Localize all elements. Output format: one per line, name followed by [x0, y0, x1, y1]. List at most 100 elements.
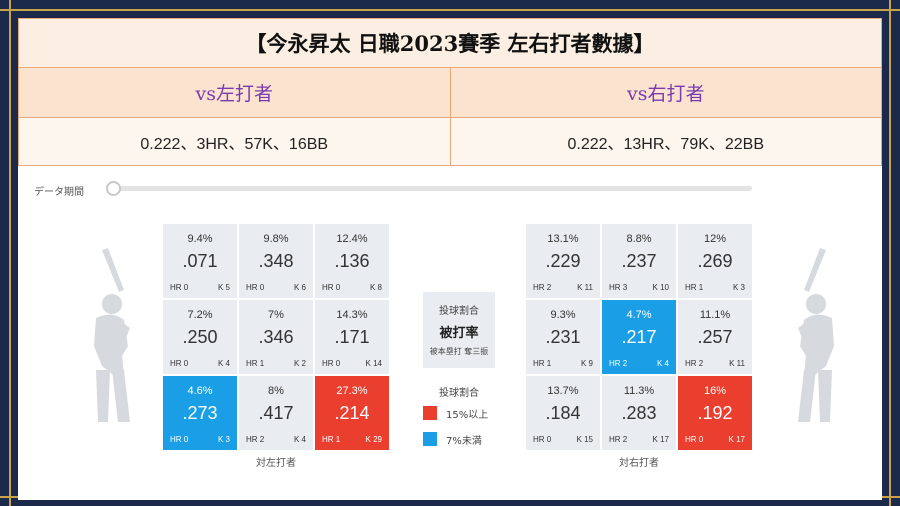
zone-hr: HR 2: [246, 435, 265, 444]
zone-avg: .346: [258, 327, 294, 347]
zone-hr: HR 0: [322, 359, 341, 368]
summary-vs-left: 0.222、3HR、57K、16BB: [18, 118, 451, 166]
legend-label: 投球割合: [439, 388, 479, 399]
zone-cell: 7% .346 HR 1 K 2: [239, 300, 313, 374]
right-batter-zone-grid: 13.1% .229 HR 2 K 11 8.8% .237 HR 3 K 10 12% .2…: [526, 224, 752, 450]
zone-hr: HR 0: [246, 283, 265, 292]
right-batter-silhouette-icon: [798, 248, 834, 422]
zone-cell: 9.8% .348 HR 0 K 6: [239, 224, 313, 298]
zone-avg: .229: [545, 251, 581, 271]
zone-pitch-pct: 9.3%: [550, 309, 576, 321]
zone-pitch-pct: 27.3%: [336, 385, 368, 397]
frame-line-right: [889, 0, 891, 506]
zone-hr: HR 0: [170, 359, 189, 368]
header-vs-left: vs左打者: [18, 68, 451, 118]
header-row: vs左打者 vs右打者: [18, 68, 882, 118]
zone-pitch-pct: 8.8%: [626, 233, 652, 245]
zone-cell: 16% .192 HR 0 K 17: [678, 376, 752, 450]
zone-hr: HR 3: [609, 283, 628, 292]
zone-avg: .192: [697, 403, 733, 423]
summary-vs-right: 0.222、13HR、79K、22BB: [450, 118, 882, 166]
frame-line-left: [9, 0, 11, 506]
zone-cell: 7.2% .250 HR 0 K 4: [163, 300, 237, 374]
zone-pitch-pct: 8%: [268, 385, 284, 397]
zone-cell: 27.3% .214 HR 1 K 29: [315, 376, 389, 450]
zone-avg: .269: [697, 251, 733, 271]
zone-pitch-pct: 12.4%: [336, 233, 368, 245]
zone-cell: 9.4% .071 HR 0 K 5: [163, 224, 237, 298]
zone-pitch-pct: 13.7%: [547, 385, 579, 397]
zone-avg: .214: [334, 403, 370, 423]
zone-k: K 9: [580, 359, 593, 368]
zone-pitch-pct: 9.8%: [263, 233, 289, 245]
zone-hr: HR 1: [685, 283, 704, 292]
zone-k: K 11: [577, 283, 593, 292]
left-batter-silhouette-icon: [94, 248, 130, 422]
zone-avg: .237: [621, 251, 657, 271]
legend-box-avg: 被打率: [439, 326, 479, 341]
zone-cell: 11.1% .257 HR 2 K 11: [678, 300, 752, 374]
legend-high-swatch: [423, 406, 437, 420]
legend-high-text: 15%以上: [446, 410, 489, 421]
zone-pitch-pct: 16%: [703, 385, 727, 397]
zone-k: K 15: [576, 435, 593, 444]
zone-cell: 12% .269 HR 1 K 3: [678, 224, 752, 298]
right-grid-caption: 対右打者: [619, 458, 659, 469]
zone-pitch-pct: 7%: [268, 309, 284, 321]
zone-pitch-pct: 11.1%: [699, 309, 731, 321]
zone-pitch-pct: 4.7%: [626, 309, 652, 321]
header-vs-right: vs右打者: [450, 68, 882, 118]
zone-pitch-pct: 12%: [703, 233, 727, 245]
zone-hr: HR 2: [609, 435, 628, 444]
zone-k: K 29: [365, 435, 382, 444]
frame-line-top: [0, 9, 900, 11]
zone-hr: HR 0: [322, 283, 341, 292]
zone-hr: HR 1: [533, 359, 552, 368]
zone-pitch-pct: 9.4%: [187, 233, 213, 245]
page-title: 【今永昇太 日職2023賽季 左右打者數據】: [18, 18, 882, 68]
period-slider-thumb[interactable]: [106, 181, 121, 196]
zone-hr: HR 1: [322, 435, 341, 444]
zone-avg: .231: [545, 327, 581, 347]
zone-cell: 14.3% .171 HR 0 K 14: [315, 300, 389, 374]
legend-low-swatch: [423, 432, 437, 446]
zone-k: K 14: [365, 359, 382, 368]
zone-hr: HR 2: [685, 359, 704, 368]
zone-pitch-pct: 4.6%: [187, 385, 213, 397]
zone-k: K 3: [217, 435, 230, 444]
zone-cell: 12.4% .136 HR 0 K 8: [315, 224, 389, 298]
zone-k: K 10: [652, 283, 669, 292]
zone-avg: .250: [182, 327, 218, 347]
zone-k: K 4: [293, 435, 306, 444]
zone-cell: 4.6% .273 HR 0 K 3: [163, 376, 237, 450]
zone-avg: .273: [182, 403, 218, 423]
zone-cell: 13.7% .184 HR 0 K 15: [526, 376, 600, 450]
zone-hr: HR 1: [246, 359, 265, 368]
zone-hr: HR 2: [533, 283, 552, 292]
zone-pitch-pct: 7.2%: [187, 309, 213, 321]
zone-avg: .348: [258, 251, 294, 271]
zone-hr: HR 0: [685, 435, 704, 444]
zone-avg: .136: [334, 251, 370, 271]
legend-box-pitch-pct: 投球割合: [439, 306, 479, 317]
zone-avg: .184: [545, 403, 581, 423]
zone-cell: 4.7% .217 HR 2 K 4: [602, 300, 676, 374]
zone-k: K 8: [369, 283, 382, 292]
zone-pitch-pct: 11.3%: [623, 385, 655, 397]
zone-pitch-pct: 13.1%: [547, 233, 579, 245]
zone-k: K 2: [293, 359, 306, 368]
zone-hr: HR 0: [533, 435, 552, 444]
zone-k: K 3: [732, 283, 745, 292]
zone-k: K 17: [652, 435, 669, 444]
zone-avg: .171: [334, 327, 370, 347]
zone-cell: 11.3% .283 HR 2 K 17: [602, 376, 676, 450]
zone-pitch-pct: 14.3%: [336, 309, 368, 321]
period-slider-track[interactable]: [110, 186, 752, 191]
zone-k: K 17: [728, 435, 745, 444]
summary-row: 0.222、3HR、57K、16BB 0.222、13HR、79K、22BB: [18, 118, 882, 166]
zone-hr: HR 2: [609, 359, 628, 368]
zone-avg: .217: [621, 327, 657, 347]
zone-avg: .071: [182, 251, 218, 271]
zone-avg: .283: [621, 403, 657, 423]
left-grid-caption: 対左打者: [256, 458, 296, 469]
